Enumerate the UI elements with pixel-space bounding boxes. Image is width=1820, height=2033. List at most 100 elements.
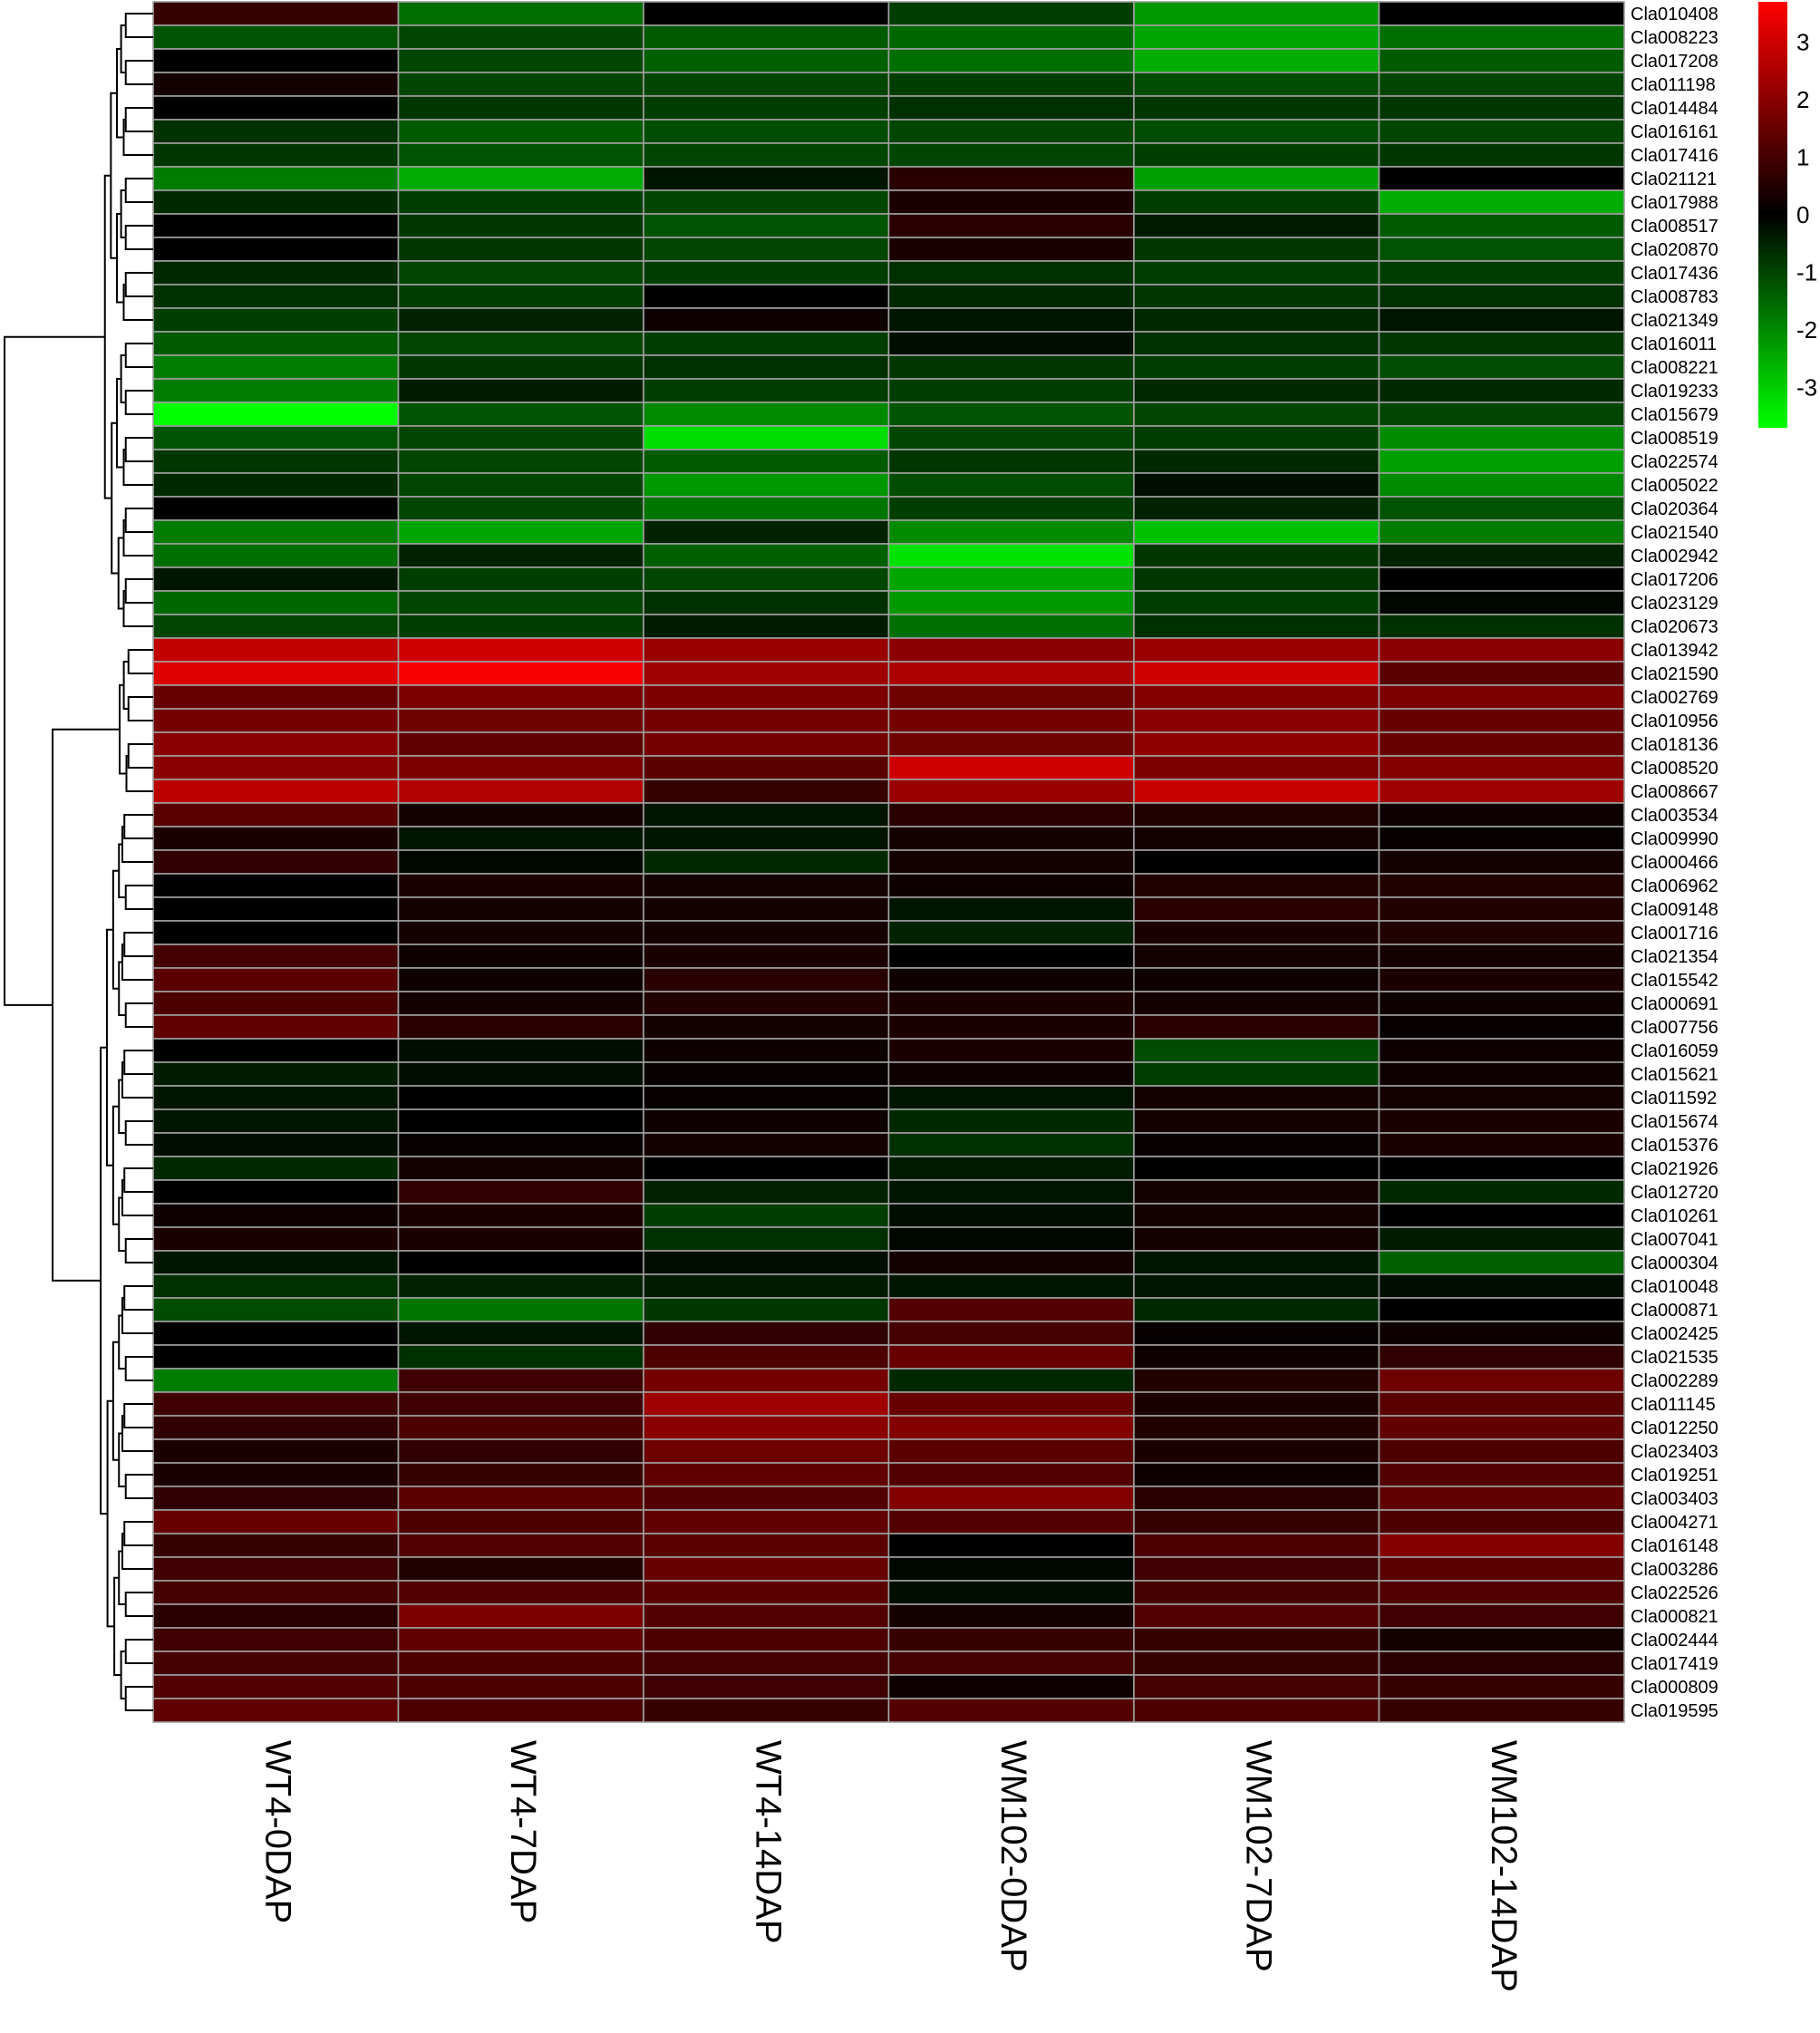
dendrogram-branch: [124, 1356, 153, 1381]
dendrogram-branch: [124, 225, 153, 250]
heatmap-cell: [1133, 1226, 1380, 1252]
heatmap-cell: [643, 873, 890, 898]
heatmap-cell: [1378, 1321, 1625, 1346]
heatmap-cell: [152, 1321, 400, 1346]
dendrogram-branch: [124, 578, 153, 604]
heatmap-cell: [152, 944, 400, 969]
heatmap-cell: [643, 779, 890, 804]
heatmap-cell: [887, 708, 1135, 733]
heatmap-cell: [152, 237, 400, 262]
heatmap-cell: [397, 779, 644, 804]
heatmap-cell: [397, 1486, 644, 1511]
row-label: Cla016059: [1631, 1041, 1718, 1061]
heatmap-cell: [1133, 1132, 1380, 1157]
heatmap-cell: [152, 449, 400, 474]
heatmap-cell: [887, 1344, 1135, 1370]
heatmap-cell: [643, 1085, 890, 1110]
heatmap-cell: [152, 1698, 400, 1723]
heatmap-cell: [152, 755, 400, 780]
heatmap-cell: [643, 731, 890, 757]
heatmap-cell: [152, 1132, 400, 1157]
heatmap-cell: [397, 1038, 644, 1063]
heatmap-cell: [887, 519, 1135, 545]
heatmap-cell: [1378, 566, 1625, 592]
heatmap-cell: [643, 708, 890, 733]
heatmap-cell: [152, 189, 400, 215]
dendrogram-branch: [127, 696, 153, 721]
heatmap-cell: [397, 307, 644, 333]
heatmap-cell: [1378, 849, 1625, 875]
heatmap-cell: [152, 1297, 400, 1322]
heatmap-cell: [643, 1156, 890, 1181]
heatmap-cell: [152, 1061, 400, 1087]
row-label: Cla003286: [1631, 1560, 1718, 1580]
heatmap-cell: [397, 142, 644, 168]
heatmap-cell: [397, 1627, 644, 1652]
dendrogram-branch: [123, 1285, 153, 1311]
heatmap-cell: [152, 119, 400, 144]
heatmap-cell: [1133, 1321, 1380, 1346]
heatmap-cell: [1133, 449, 1380, 474]
heatmap-cell: [643, 920, 890, 945]
column-label: WT4-14DAP: [749, 1740, 789, 1944]
heatmap-cell: [1378, 543, 1625, 568]
heatmap-cell: [397, 1014, 644, 1040]
heatmap-cell: [887, 1462, 1135, 1487]
heatmap-cell: [887, 1509, 1135, 1534]
heatmap-cell: [1133, 1698, 1380, 1723]
heatmap-cell: [397, 24, 644, 50]
heatmap-cell: [887, 1580, 1135, 1605]
row-label: Cla009990: [1631, 829, 1718, 849]
heatmap-cell: [887, 1297, 1135, 1322]
heatmap-cell: [1133, 189, 1380, 215]
heatmap-cell: [1378, 1580, 1625, 1605]
heatmap-cell: [1133, 731, 1380, 757]
row-label: Cla010261: [1631, 1206, 1718, 1226]
heatmap-cell: [152, 72, 400, 97]
heatmap-cell: [1133, 1368, 1380, 1393]
heatmap-cell: [1133, 166, 1380, 191]
heatmap-cell: [643, 1415, 890, 1440]
heatmap-cell: [1133, 95, 1380, 121]
heatmap-cell: [1378, 1533, 1625, 1558]
heatmap-cell: [152, 991, 400, 1016]
heatmap-cell: [1378, 896, 1625, 922]
row-label: Cla023129: [1631, 594, 1718, 614]
heatmap-cell: [397, 1297, 644, 1322]
dendrogram-branch: [124, 343, 153, 368]
heatmap-cell: [1378, 1603, 1625, 1629]
heatmap-cell: [643, 307, 890, 333]
heatmap-cell: [1378, 826, 1625, 851]
heatmap-cell: [887, 1, 1135, 26]
heatmap-cell: [1378, 1627, 1625, 1652]
heatmap-cell: [397, 566, 644, 592]
heatmap-cell: [887, 1368, 1135, 1393]
dendrogram-branch: [122, 449, 153, 486]
heatmap-cell: [1378, 1179, 1625, 1205]
heatmap-cell: [643, 48, 890, 73]
heatmap-cell: [397, 166, 644, 191]
legend-tick-label: -1: [1796, 259, 1817, 286]
heatmap-cell: [397, 1462, 644, 1487]
heatmap-cell: [1133, 1250, 1380, 1275]
heatmap-cell: [152, 873, 400, 898]
heatmap-cell: [152, 1486, 400, 1511]
heatmap-cell: [152, 378, 400, 403]
heatmap-cell: [1378, 213, 1625, 238]
heatmap-cell: [1378, 402, 1625, 427]
heatmap-cell: [643, 1273, 890, 1299]
heatmap-cell: [1378, 1509, 1625, 1534]
heatmap-cell: [887, 590, 1135, 615]
heatmap-cell: [643, 1014, 890, 1040]
heatmap-cell: [152, 779, 400, 804]
heatmap-cell: [397, 896, 644, 922]
heatmap-cell: [397, 519, 644, 545]
heatmap-cell: [1133, 1, 1380, 26]
row-label: Cla002425: [1631, 1324, 1718, 1344]
dendrogram-branch: [124, 1238, 153, 1263]
row-label: Cla010956: [1631, 712, 1718, 731]
heatmap-cell: [1133, 1674, 1380, 1699]
heatmap-cell: [643, 331, 890, 356]
heatmap-cell: [887, 1273, 1135, 1299]
